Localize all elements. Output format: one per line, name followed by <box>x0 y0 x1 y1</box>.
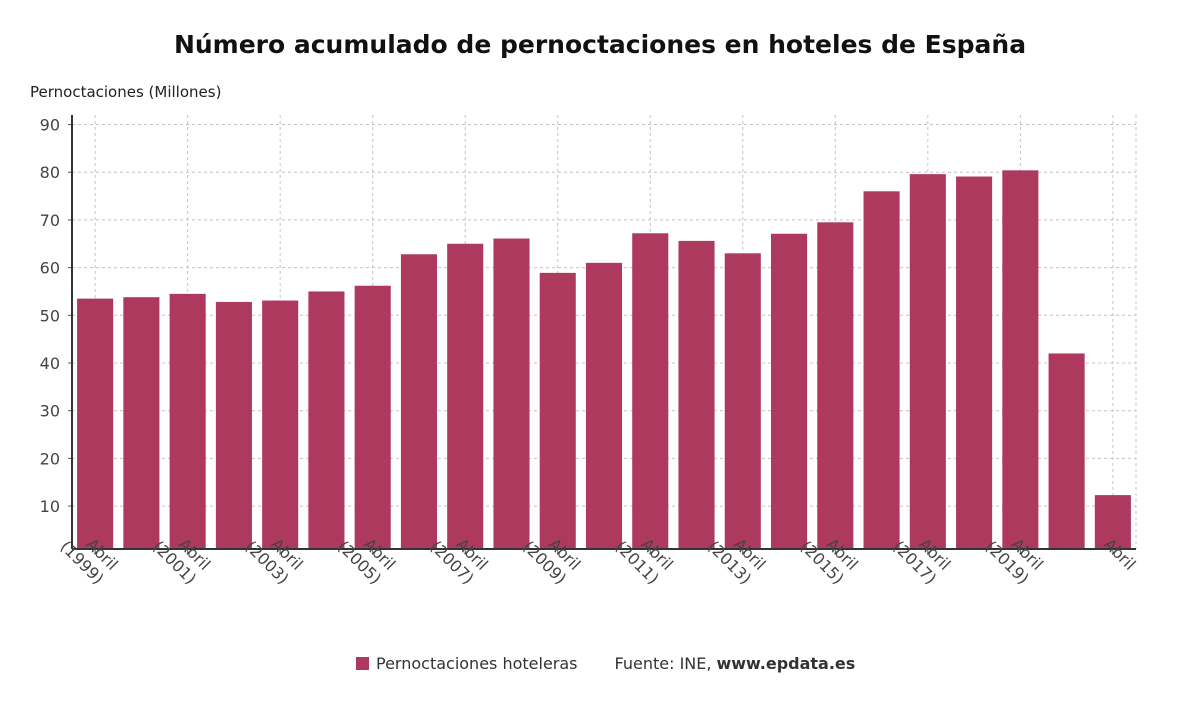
bar[interactable] <box>262 300 299 549</box>
y-tick-label: 30 <box>40 402 60 421</box>
y-tick-label: 90 <box>40 116 60 135</box>
source-prefix: Fuente: INE, <box>614 654 712 673</box>
bar[interactable] <box>1002 170 1039 550</box>
bar[interactable] <box>632 233 669 549</box>
y-tick-labels: 10 20 30 40 50 60 70 80 90 <box>40 116 60 517</box>
y-tick-label: 70 <box>40 211 60 230</box>
bar[interactable] <box>308 291 345 549</box>
legend-swatch <box>356 657 369 670</box>
chart-title: Número acumulado de pernoctaciones en ho… <box>173 30 1027 59</box>
bar[interactable] <box>1048 353 1085 549</box>
y-tick-label: 20 <box>40 449 60 468</box>
bar[interactable] <box>400 254 437 549</box>
source-link[interactable]: www.epdata.es <box>716 654 856 673</box>
bar[interactable] <box>585 262 623 549</box>
bar[interactable] <box>956 176 993 549</box>
bar[interactable] <box>863 191 900 550</box>
bar[interactable] <box>1094 495 1131 549</box>
y-tick-label: 10 <box>40 497 60 516</box>
y-tick-label: 40 <box>40 354 60 373</box>
legend: Pernoctaciones hoteleras Fuente: INE, ww… <box>356 654 855 673</box>
bar[interactable] <box>678 240 715 549</box>
bar[interactable] <box>539 272 576 549</box>
y-tick-label: 60 <box>40 259 60 278</box>
bar[interactable] <box>771 233 808 549</box>
bars <box>77 170 1131 550</box>
bar[interactable] <box>493 238 530 549</box>
bar[interactable] <box>817 222 854 550</box>
axes <box>68 115 1136 554</box>
y-tick-label: 80 <box>40 163 60 182</box>
bar[interactable] <box>447 243 484 549</box>
bar[interactable] <box>724 253 761 550</box>
bar[interactable] <box>169 293 206 549</box>
bar[interactable] <box>354 285 391 549</box>
y-tick-label: 50 <box>40 306 60 325</box>
legend-label: Pernoctaciones hoteleras <box>376 654 578 673</box>
bar[interactable] <box>215 301 252 549</box>
bar[interactable] <box>123 297 160 549</box>
bar[interactable] <box>77 298 114 549</box>
y-axis-title: Pernoctaciones (Millones) <box>30 83 222 101</box>
bar[interactable] <box>909 174 946 549</box>
